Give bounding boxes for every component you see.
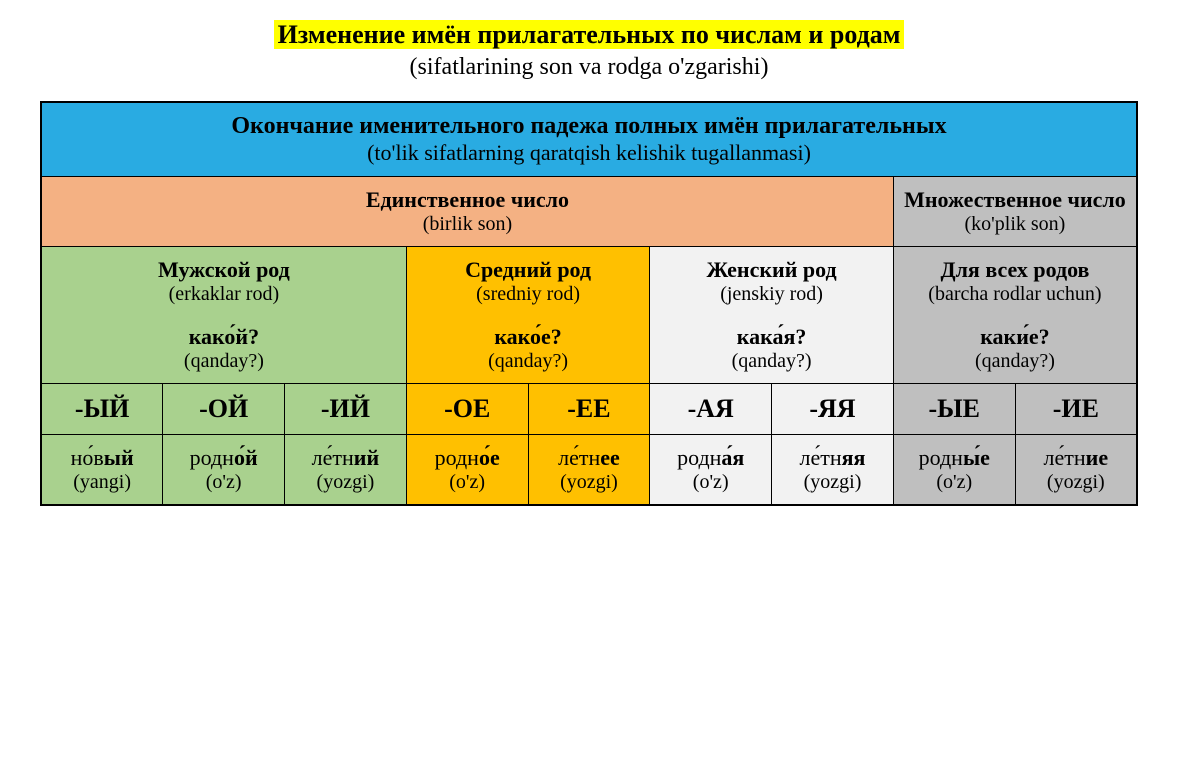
example-cell: родно́й (o'z) (163, 435, 285, 506)
gender-fem-title: Женский род (656, 257, 887, 283)
example-word: ле́тний (291, 445, 400, 471)
singular-sub: (birlik son) (48, 213, 887, 236)
ending-cell: -ИЙ (285, 384, 407, 435)
example-cell: ле́тний (yozgi) (285, 435, 407, 506)
gender-masc-question-sub: (qanday?) (48, 350, 400, 373)
example-translation: (yangi) (48, 471, 156, 494)
plural-main: Множественное число (900, 187, 1130, 213)
example-translation: (o'z) (169, 471, 278, 494)
example-word: ле́тнее (535, 445, 644, 471)
title-sub: (sifatlarining son va rodga o'zgarishi) (40, 54, 1138, 81)
ending-cell: -АЯ (650, 384, 772, 435)
ending-cell: -ЫЙ (41, 384, 163, 435)
gender-neut-sub: (sredniy rod) (413, 283, 644, 306)
plural-sub: (ko'plik son) (900, 213, 1130, 236)
example-cell: но́вый (yangi) (41, 435, 163, 506)
singular-main: Единственное число (48, 187, 887, 213)
example-cell: ле́тняя (yozgi) (772, 435, 894, 506)
gender-all-title: Для всех родов (900, 257, 1130, 283)
gender-all-sub: (barcha rodlar uchun) (900, 283, 1130, 306)
gender-fem-sub: (jenskiy rod) (656, 283, 887, 306)
example-cell: ле́тние (yozgi) (1015, 435, 1137, 506)
example-translation: (yozgi) (778, 471, 887, 494)
gender-masc-title: Мужской род (48, 257, 400, 283)
gender-all: Для всех родов (barcha rodlar uchun) как… (893, 247, 1137, 384)
example-translation: (yozgi) (1022, 471, 1130, 494)
example-translation: (o'z) (413, 471, 522, 494)
gender-neut-question-sub: (qanday?) (413, 350, 644, 373)
gender-all-question-sub: (qanday?) (900, 350, 1130, 373)
example-word: ле́тняя (778, 445, 887, 471)
ending-cell: -ОЕ (406, 384, 528, 435)
gender-neut-title: Средний род (413, 257, 644, 283)
gender-fem-question-sub: (qanday?) (656, 350, 887, 373)
gender-masc: Мужской род (erkaklar rod) како́й? (qand… (41, 247, 406, 384)
example-translation: (o'z) (900, 471, 1009, 494)
example-word: родны́е (900, 445, 1009, 471)
gender-fem-question: кака́я? (656, 324, 887, 350)
gender-fem: Женский род (jenskiy rod) кака́я? (qanda… (650, 247, 894, 384)
page-title-block: Изменение имён прилагательных по числам … (40, 20, 1138, 81)
header-main: Окончание именительного падежа полных им… (48, 113, 1130, 140)
plural-header: Множественное число (ko'plik son) (893, 177, 1137, 247)
example-cell: родна́я (o'z) (650, 435, 772, 506)
grammar-table: Окончание именительного падежа полных им… (40, 101, 1138, 506)
ending-cell: -ИЕ (1015, 384, 1137, 435)
example-cell: родно́е (o'z) (406, 435, 528, 506)
gender-masc-sub: (erkaklar rod) (48, 283, 400, 306)
example-word: родна́я (656, 445, 765, 471)
example-cell: родны́е (o'z) (893, 435, 1015, 506)
example-word: родно́е (413, 445, 522, 471)
example-translation: (yozgi) (291, 471, 400, 494)
example-translation: (o'z) (656, 471, 765, 494)
gender-neut: Средний род (sredniy rod) како́е? (qanda… (406, 247, 650, 384)
gender-all-question: каки́е? (900, 324, 1130, 350)
ending-cell: -ЫЕ (893, 384, 1015, 435)
example-word: ле́тние (1022, 445, 1130, 471)
gender-masc-question: како́й? (48, 324, 400, 350)
title-main: Изменение имён прилагательных по числам … (274, 20, 905, 49)
example-cell: ле́тнее (yozgi) (528, 435, 650, 506)
example-word: родно́й (169, 445, 278, 471)
example-word: но́вый (48, 445, 156, 471)
example-translation: (yozgi) (535, 471, 644, 494)
ending-cell: -ОЙ (163, 384, 285, 435)
header-sub: (to'lik sifatlarning qaratqish kelishik … (48, 140, 1130, 166)
ending-cell: -ЯЯ (772, 384, 894, 435)
gender-neut-question: како́е? (413, 324, 644, 350)
table-header: Окончание именительного падежа полных им… (41, 102, 1137, 177)
ending-cell: -ЕЕ (528, 384, 650, 435)
singular-header: Единственное число (birlik son) (41, 177, 893, 247)
